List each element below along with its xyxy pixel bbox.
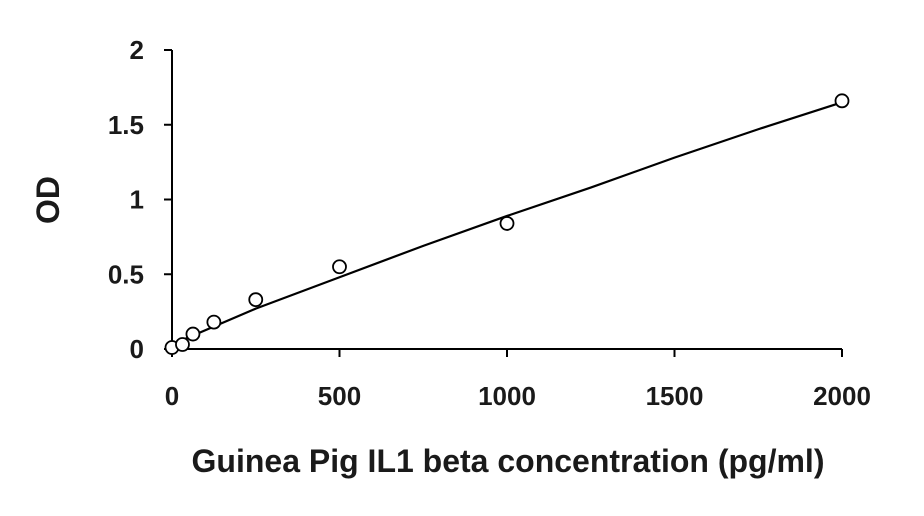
trendline [171,101,843,346]
data-point [185,326,201,342]
data-point [248,292,264,308]
y-tick-label: 1 [130,185,144,215]
y-tick-label: 2 [130,35,144,65]
y-tick-label: 0 [130,334,144,364]
data-point [206,314,222,330]
x-tick-label: 2000 [813,381,871,411]
data-points [164,93,850,355]
x-tick-label: 0 [165,381,179,411]
x-tick-label: 1500 [646,381,704,411]
y-tick-label: 0.5 [108,259,144,289]
y-axis-title: OD [30,176,66,224]
data-point [175,337,190,352]
y-axis: 0 0.5 1 1.5 2 [108,35,173,364]
x-axis: 0 500 1000 1500 2000 [165,348,871,411]
x-tick-label: 1000 [478,381,536,411]
data-point [332,259,347,275]
x-tick-label: 500 [318,381,361,411]
data-point [834,93,850,109]
y-tick-label: 1.5 [108,110,144,140]
fit-curve [171,101,843,346]
data-point [499,216,515,231]
x-axis-title: Guinea Pig IL1 beta concentration (pg/ml… [192,443,825,479]
